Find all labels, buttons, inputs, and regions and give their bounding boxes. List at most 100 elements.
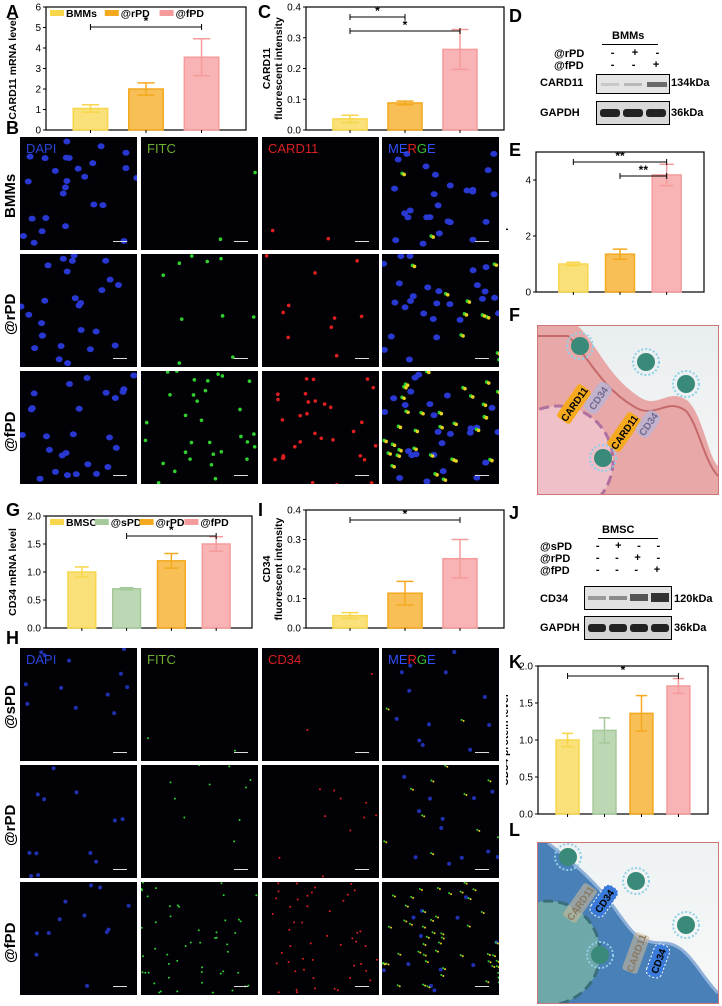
micrograph-merge-row2 xyxy=(382,254,499,367)
y-tick-label: 0.0 xyxy=(519,810,533,821)
y-tick-label: 0.4 xyxy=(287,506,301,517)
y-axis-label: CARD11 mRNA level xyxy=(7,17,19,119)
western-blot-j: BMSC @sPD @rPD @fPD - + - - - - + - - - - + CD34 … xyxy=(536,524,722,644)
legend-swatch xyxy=(50,519,64,525)
panel-label-d: D xyxy=(509,6,522,26)
legend-swatch xyxy=(184,519,199,525)
scale-bar xyxy=(113,868,127,870)
western-blot-d: BMMs @rPD @fPD - + - - - + CARD11 134kDa GAP… xyxy=(540,28,720,128)
bar-BMMs xyxy=(558,263,589,293)
legend-label: @rPD xyxy=(121,8,150,20)
y-tick-label: 0.5 xyxy=(27,596,41,607)
blot-d-band-card11 xyxy=(596,74,670,94)
scale-bar xyxy=(234,751,248,753)
micrograph-dapi-row1: DAPI xyxy=(20,137,137,250)
scale-bar xyxy=(355,240,369,242)
scale-bar xyxy=(475,985,489,987)
blot-j-row-label: @rPD xyxy=(540,553,571,565)
y-tick-label: 0.0 xyxy=(287,126,301,136)
blot-mark: - xyxy=(631,59,636,71)
blot-d-title: BMMs xyxy=(612,30,645,42)
scale-bar xyxy=(355,357,369,359)
panel-label-k: K xyxy=(509,652,522,672)
micrograph-merge-row3 xyxy=(382,371,499,484)
channel-label-card11: CARD11 xyxy=(268,141,319,156)
micrograph-red-row2 xyxy=(262,765,379,878)
blot-mark: + xyxy=(631,47,639,59)
blot-mark: - xyxy=(595,540,600,552)
y-tick-label: 4 xyxy=(35,44,41,55)
bar-BMSC xyxy=(67,571,97,629)
y-tick-label: 0.3 xyxy=(287,535,301,546)
y-tick-label: 2 xyxy=(525,232,531,243)
row-label: @fPD xyxy=(2,922,19,963)
channel-label-merge: MERGE xyxy=(388,652,436,667)
chart-e-card11-protein: 0 2 4 CARD11 protein level ** ** xyxy=(506,149,705,299)
micrograph-fitc-row3 xyxy=(141,882,258,995)
chart-i-cd34-intensity: 0.0 0.1 0.2 0.3 0.4 CD34 fluorescent intensity… xyxy=(261,506,505,634)
scale-bar xyxy=(113,751,127,753)
y-tick-label: 0.1 xyxy=(287,95,301,106)
row-label: BMMs xyxy=(2,173,19,218)
blot-mark: - xyxy=(615,552,619,564)
panel-label-c: C xyxy=(258,2,271,22)
scale-bar xyxy=(113,240,127,242)
schematic-f: CARD11 CD34 CARD11 CD34 xyxy=(537,325,719,495)
channel-label-fitc: FITC xyxy=(147,652,176,667)
blot-mark: - xyxy=(655,47,660,59)
channel-label-dapi: DAPI xyxy=(26,652,57,667)
legend-label: @fPD xyxy=(200,517,229,529)
micrograph-merge-row1: MERGE xyxy=(382,648,499,761)
micrograph-red-row3 xyxy=(262,882,379,995)
sig-star: ** xyxy=(615,149,625,163)
blot-j-band-label: CD34 xyxy=(540,593,569,605)
y-tick-label: 0 xyxy=(35,126,41,136)
scale-bar xyxy=(355,474,369,476)
sig-star: * xyxy=(403,18,408,32)
y-tick-label: 1.5 xyxy=(519,699,533,710)
panel-label-l: L xyxy=(509,820,520,840)
blot-d-band-gapdh xyxy=(596,101,670,125)
micrograph-dapi-row2 xyxy=(20,765,137,878)
scale-bar xyxy=(113,357,127,359)
y-tick-label: 2.0 xyxy=(519,662,533,673)
bar-@fPD xyxy=(666,685,691,815)
micrograph-dapi-row3 xyxy=(20,371,137,484)
sig-star: * xyxy=(169,523,174,537)
y-tick-label: 2 xyxy=(35,85,41,96)
y-tick-label: 0.0 xyxy=(287,624,301,634)
micrograph-fitc-row2 xyxy=(141,254,258,367)
micrograph-fitc-row3 xyxy=(141,371,258,484)
y-tick-label: 2.0 xyxy=(27,512,41,523)
y-tick-label: 1.5 xyxy=(27,540,41,551)
blot-mark: - xyxy=(595,564,600,576)
blot-mark: - xyxy=(610,59,615,71)
scale-bar xyxy=(475,240,489,242)
blot-mark: - xyxy=(656,552,661,564)
micrograph-merge-row3 xyxy=(382,882,499,995)
scale-bar xyxy=(234,357,248,359)
blot-j-band-label: GAPDH xyxy=(540,622,580,634)
micrograph-merge-row2 xyxy=(382,765,499,878)
y-tick-label: 3 xyxy=(35,64,41,75)
panel-label-a: A xyxy=(6,2,19,22)
blot-d-band-label: CARD11 xyxy=(540,77,584,89)
legend-label: BMMs xyxy=(66,8,97,20)
bar-@fPD xyxy=(201,543,231,629)
y-tick-label: 0.2 xyxy=(287,64,301,75)
y-tick-label: 0.5 xyxy=(519,773,533,784)
panel-label-f: F xyxy=(509,305,520,325)
micrograph-dapi-row1: DAPI xyxy=(20,648,137,761)
blot-j-row-label: @fPD xyxy=(540,565,570,577)
panel-label-b: B xyxy=(6,118,19,138)
y-tick-label: 4 xyxy=(525,176,531,187)
nanoparticle-icon xyxy=(566,332,700,472)
blot-j-size: 120kDa xyxy=(674,593,713,605)
y-axis-label: fluorescent intensity xyxy=(273,17,285,120)
scale-bar xyxy=(113,985,127,987)
y-tick-label: 0.2 xyxy=(287,565,301,576)
scale-bar xyxy=(234,868,248,870)
y-tick-label: 0.4 xyxy=(287,3,301,14)
panel-label-j: J xyxy=(509,503,520,523)
y-axis-label: CD34 protein level xyxy=(506,694,511,786)
